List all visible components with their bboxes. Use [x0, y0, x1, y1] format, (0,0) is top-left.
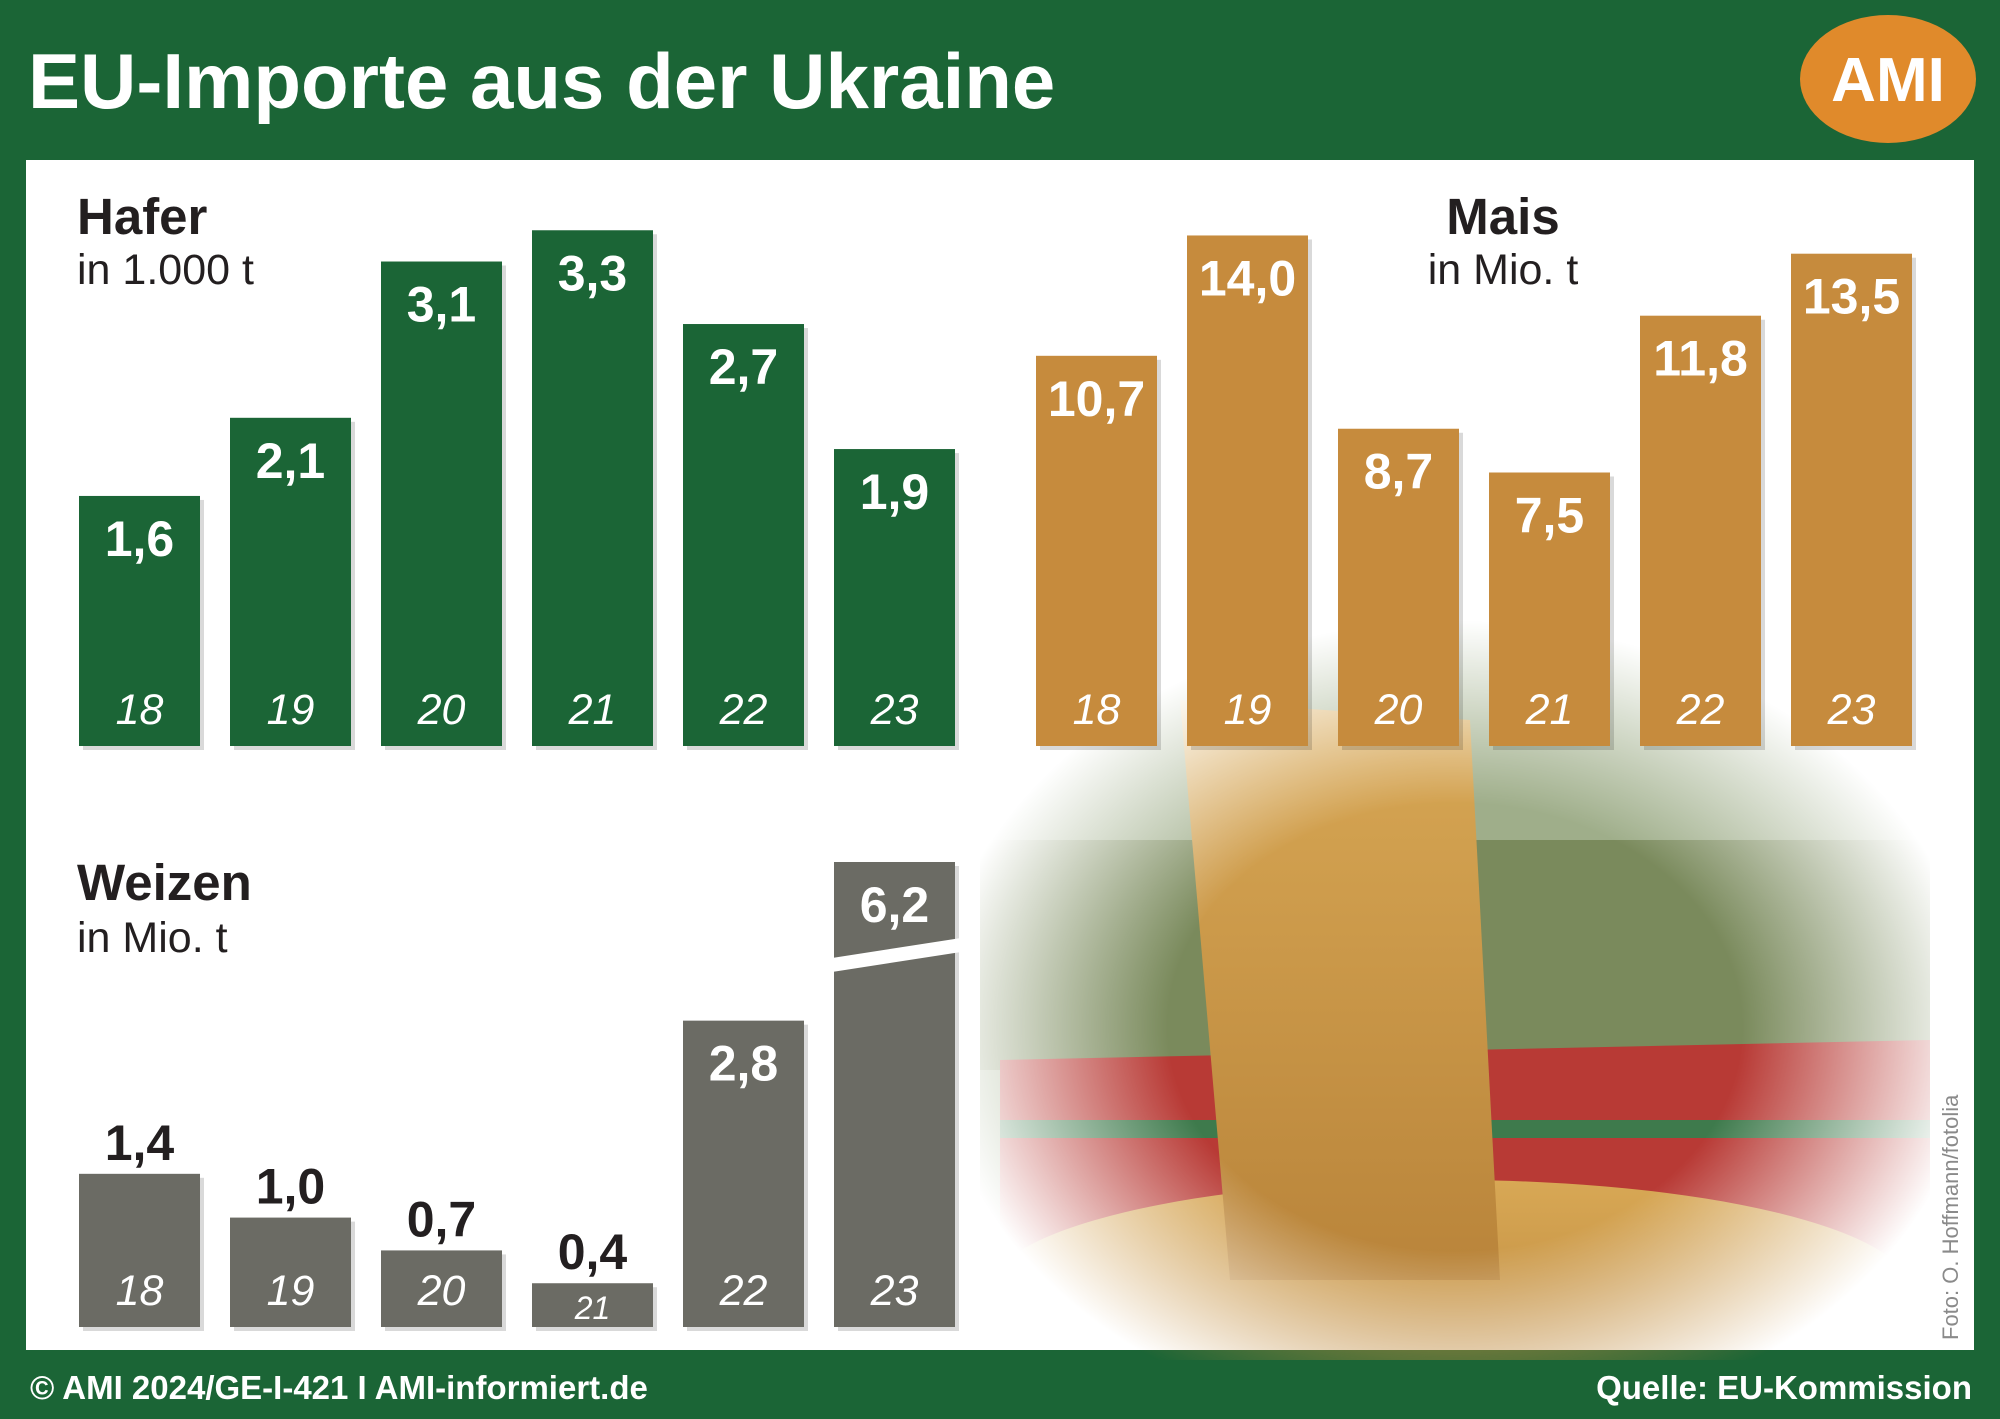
category-label: 19 — [267, 1267, 315, 1315]
bar — [1489, 472, 1610, 746]
photo-grain-stream — [1180, 700, 1500, 1280]
category-label: 20 — [1374, 686, 1423, 734]
bar — [1791, 253, 1912, 746]
value-label: 1,9 — [860, 464, 930, 520]
bar — [1187, 235, 1308, 746]
value-label: 7,5 — [1515, 488, 1585, 544]
category-label: 23 — [870, 686, 919, 734]
axis-break — [832, 938, 961, 972]
photo-grain-pile — [990, 1180, 1910, 1400]
bar — [1036, 355, 1157, 746]
category-label: 23 — [870, 1267, 919, 1315]
logo-badge — [1800, 15, 1976, 143]
bar — [683, 324, 804, 746]
footer-left: © AMI 2024/GE-I-421 I AMI-informiert.de — [30, 1369, 648, 1406]
value-label: 1,4 — [105, 1115, 175, 1171]
value-label: 3,3 — [558, 245, 628, 301]
chart-title: Hafer — [77, 188, 208, 245]
category-label: 22 — [719, 686, 768, 734]
bar — [532, 230, 653, 746]
photo-credit: Foto: O. Hoffmann/fotolia — [1938, 1094, 1963, 1340]
category-label: 21 — [568, 686, 617, 734]
chart-title: Mais — [1446, 188, 1559, 245]
category-label: 23 — [1827, 686, 1876, 734]
chart-subtitle: in 1.000 t — [77, 246, 254, 294]
value-label: 0,4 — [558, 1224, 628, 1280]
value-label: 0,7 — [407, 1191, 477, 1247]
bar — [834, 862, 955, 1327]
value-label: 1,6 — [105, 511, 175, 567]
category-label: 21 — [1525, 686, 1574, 734]
title: EU-Importe aus der Ukraine — [28, 37, 1055, 125]
chart-title: Weizen — [77, 854, 252, 911]
chart-subtitle: in Mio. t — [77, 914, 228, 962]
value-label: 13,5 — [1803, 269, 1900, 325]
value-label: 10,7 — [1048, 371, 1145, 427]
value-label: 2,1 — [256, 433, 326, 489]
category-label: 21 — [574, 1290, 611, 1326]
chart-subtitle: in Mio. t — [1428, 246, 1579, 294]
value-label: 11,8 — [1653, 331, 1748, 387]
value-label: 1,0 — [256, 1159, 326, 1215]
value-label: 8,7 — [1364, 444, 1434, 500]
category-label: 18 — [1073, 686, 1121, 734]
value-label: 14,0 — [1199, 250, 1296, 306]
category-label: 19 — [1224, 686, 1272, 734]
bar — [683, 1020, 804, 1327]
value-label: 2,8 — [709, 1036, 779, 1092]
category-label: 18 — [116, 686, 164, 734]
bar — [381, 261, 502, 746]
value-label: 2,7 — [709, 339, 779, 395]
category-label: 22 — [1676, 686, 1725, 734]
bar — [230, 417, 351, 746]
value-label: 6,2 — [860, 877, 930, 933]
bar — [532, 1283, 653, 1327]
photo — [980, 620, 1930, 1400]
category-label: 20 — [417, 1267, 466, 1315]
category-label: 19 — [267, 686, 315, 734]
bar — [1338, 428, 1459, 746]
category-label: 20 — [417, 686, 466, 734]
bar — [79, 1173, 200, 1327]
bar — [834, 449, 955, 746]
footer-right: Quelle: EU-Kommission — [1596, 1369, 1972, 1406]
logo: AMI — [1831, 46, 1945, 115]
bar — [230, 1217, 351, 1327]
bar — [1640, 315, 1761, 746]
bar — [79, 495, 200, 746]
category-label: 18 — [116, 1267, 164, 1315]
bar — [381, 1250, 502, 1327]
category-label: 22 — [719, 1267, 768, 1315]
value-label: 3,1 — [407, 277, 477, 333]
